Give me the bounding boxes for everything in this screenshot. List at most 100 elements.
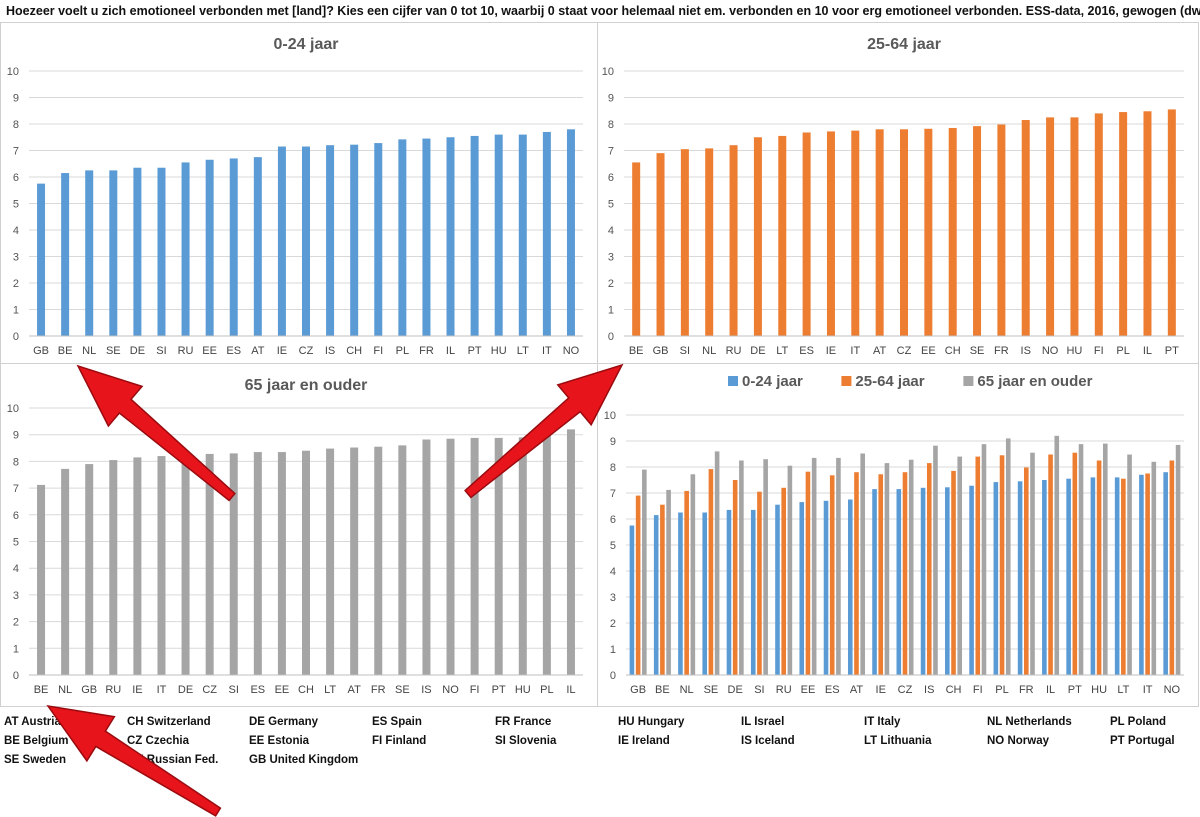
y-tick-label: 3 — [610, 592, 616, 604]
bar — [422, 138, 431, 336]
chart-0-24-svg: 0 1 2 3 4 5 6 7 8 9 10 0-24 jaar GB BE NL SE DE SI RU EE ES A… — [7, 36, 583, 357]
bar-0-24-jaar — [945, 487, 950, 675]
bar-0-24-jaar — [629, 525, 635, 675]
y-tick-label: 9 — [610, 436, 616, 448]
x-tick-label: AT — [251, 345, 265, 357]
bar-0-24-jaar — [993, 482, 999, 675]
bar-65-jaar-en-ouder — [811, 457, 817, 675]
bar — [205, 159, 214, 336]
bar-65-jaar-en-ouder — [714, 451, 720, 675]
bar — [778, 135, 787, 336]
country-legend-entry: FI Finland — [372, 735, 427, 747]
x-tick-label: FR — [371, 684, 386, 696]
y-tick-label: 5 — [608, 199, 614, 211]
bar — [109, 170, 118, 336]
legend-swatch — [841, 376, 852, 386]
x-tick-label: IE — [132, 684, 142, 696]
bar — [374, 446, 383, 675]
bar — [753, 137, 762, 336]
y-tick-label: 10 — [7, 403, 19, 415]
bar — [680, 149, 689, 336]
bar-25-64-jaar — [1121, 478, 1126, 675]
x-tick-label: LT — [517, 345, 529, 357]
country-legend-entry: ES Spain — [372, 716, 422, 728]
x-tick-label: PT — [468, 345, 482, 357]
bar-0-24-jaar — [1042, 480, 1047, 675]
x-tick-label: EE — [921, 345, 936, 357]
bar-25-64-jaar — [902, 472, 908, 675]
x-tick-label: DE — [750, 345, 765, 357]
x-tick-label: IS — [421, 684, 431, 696]
x-tick-label: HU — [491, 345, 507, 357]
bar — [470, 135, 479, 336]
x-tick-label: FI — [470, 684, 480, 696]
x-tick-label: FR — [1019, 684, 1034, 696]
x-tick-label: DE — [130, 345, 145, 357]
x-tick-label: ES — [226, 345, 241, 357]
y-tick-label: 10 — [602, 66, 614, 78]
country-legend-entry: AT Austria — [4, 716, 61, 728]
y-tick-label: 7 — [610, 488, 616, 500]
x-tick-label: HU — [515, 684, 531, 696]
bar-65-jaar-en-ouder — [836, 457, 841, 675]
x-tick-label: ES — [250, 684, 265, 696]
bar — [875, 129, 884, 336]
y-tick-label: 6 — [608, 172, 614, 184]
bar — [205, 453, 214, 675]
bar — [398, 445, 407, 675]
x-tick-label: SE — [704, 684, 719, 696]
x-tick-label: SI — [156, 345, 166, 357]
y-tick-label: 0 — [13, 670, 19, 682]
x-tick-label: NO — [442, 684, 459, 696]
bar-65-jaar-en-ouder — [884, 463, 890, 675]
y-tick-label: 5 — [610, 540, 616, 552]
bar-25-64-jaar — [854, 472, 859, 675]
bar-25-64-jaar — [829, 475, 835, 675]
chart-title: 65 jaar en ouder — [245, 377, 368, 394]
x-tick-label: EE — [801, 684, 816, 696]
legend-label: 0-24 jaar — [742, 373, 803, 390]
country-legend-entry: CZ Czechia — [127, 735, 189, 747]
bar-25-64-jaar — [1048, 454, 1053, 675]
x-tick-label: FI — [373, 345, 383, 357]
bar-0-24-jaar — [1163, 472, 1168, 675]
x-tick-label: RU — [105, 684, 121, 696]
bar — [948, 127, 957, 336]
bar-65-jaar-en-ouder — [1175, 444, 1181, 675]
x-tick-label: EE — [202, 345, 217, 357]
chart-65plus-svg: 0 1 2 3 4 5 6 7 8 9 10 65 jaar en ouder BE NL GB RU IE IT… — [7, 377, 583, 696]
y-tick-label: 8 — [13, 119, 19, 131]
x-tick-label: RU — [726, 345, 742, 357]
y-tick-label: 5 — [13, 537, 19, 549]
legend-swatch — [728, 376, 738, 386]
y-tick-label: 2 — [608, 278, 614, 290]
bar — [61, 468, 70, 675]
x-tick-label: PL — [396, 345, 409, 357]
bar-0-24-jaar — [969, 485, 974, 675]
x-tick-label: CH — [346, 345, 362, 357]
country-legend-entry: IS Iceland — [741, 735, 795, 747]
bar — [1046, 117, 1055, 336]
x-tick-label: IT — [157, 684, 167, 696]
legend-label: 25-64 jaar — [855, 373, 924, 390]
bar-65-jaar-en-ouder — [933, 445, 938, 675]
x-tick-label: CH — [946, 684, 962, 696]
bar-25-64-jaar — [951, 470, 956, 675]
x-tick-label: IL — [446, 345, 455, 357]
bar — [181, 454, 190, 675]
bar — [494, 134, 503, 336]
bar-0-24-jaar — [726, 509, 732, 675]
bar-65-jaar-en-ouder — [1078, 444, 1084, 675]
bar — [253, 157, 262, 336]
y-tick-label: 10 — [604, 410, 616, 422]
x-tick-label: IL — [566, 684, 575, 696]
x-tick-label: BE — [34, 684, 49, 696]
x-tick-label: SI — [680, 345, 690, 357]
x-tick-label: IS — [325, 345, 335, 357]
y-tick-label: 1 — [610, 644, 616, 656]
bar-25-64-jaar — [708, 469, 714, 675]
x-tick-label: DE — [728, 684, 743, 696]
country-legend-entry: IT Italy — [864, 716, 901, 728]
x-tick-label: SI — [229, 684, 239, 696]
country-legend-entry: SI Slovenia — [495, 735, 557, 747]
